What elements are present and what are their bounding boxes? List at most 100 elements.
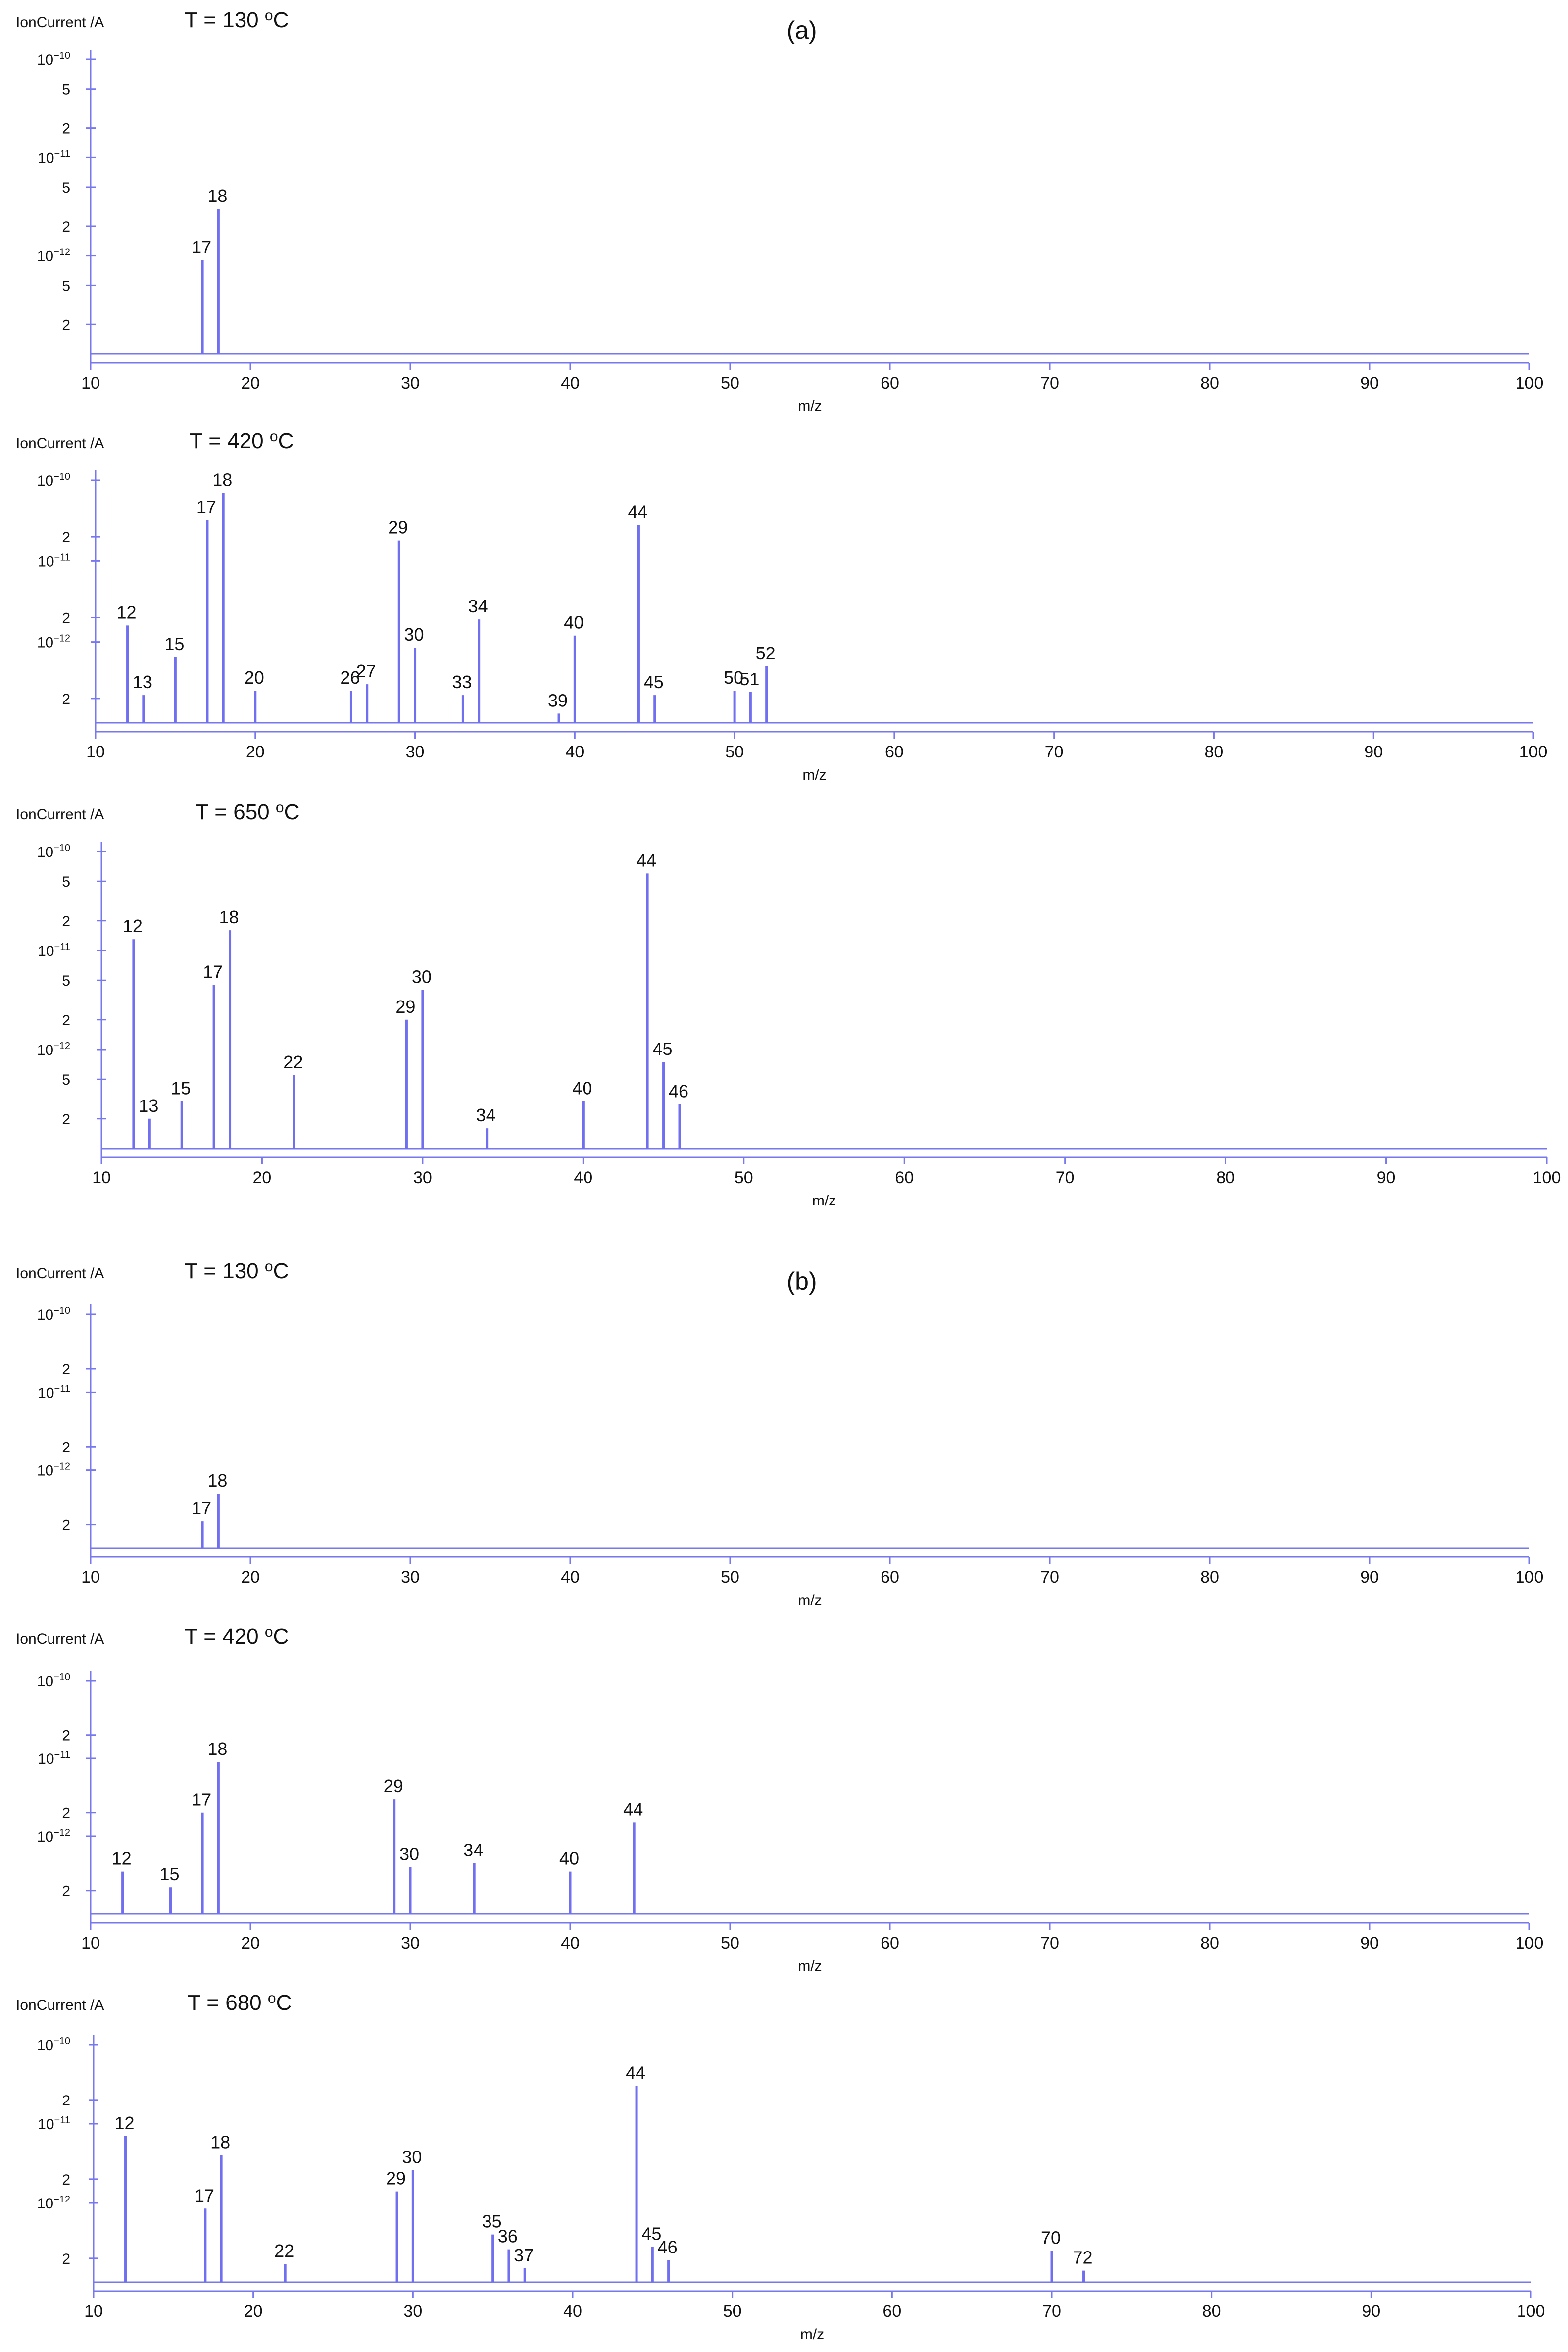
x-tick-label: 90 bbox=[1360, 1934, 1379, 1952]
y-tick-label: 10−11 bbox=[38, 2115, 70, 2133]
peak-label-22: 22 bbox=[283, 1052, 303, 1072]
peak-label-15: 15 bbox=[164, 634, 184, 654]
x-tick-label: 50 bbox=[721, 1934, 739, 1952]
y-tick-label: 10−11 bbox=[38, 1750, 70, 1767]
peak-label-26: 26 bbox=[340, 667, 360, 688]
peak-label-70: 70 bbox=[1041, 2227, 1061, 2248]
y-tick-label: 2 bbox=[62, 1805, 70, 1822]
y-tick-label: 5 bbox=[62, 180, 70, 196]
peak-label-45: 45 bbox=[653, 1039, 673, 1059]
x-tick-label: 30 bbox=[403, 2302, 422, 2321]
peak-label-18: 18 bbox=[207, 186, 227, 206]
x-tick-label: 20 bbox=[253, 1168, 272, 1187]
peak-label-18: 18 bbox=[210, 2132, 230, 2152]
peak-label-12: 12 bbox=[123, 916, 143, 936]
x-tick-label: 10 bbox=[84, 2302, 103, 2321]
x-tick-label: 100 bbox=[1517, 2302, 1545, 2321]
y-tick-label: 10−12 bbox=[37, 1827, 70, 1845]
x-tick-label: 70 bbox=[1056, 1168, 1075, 1187]
y-tick-label: 10−10 bbox=[37, 843, 70, 860]
y-tick-label: 2 bbox=[62, 1439, 70, 1455]
x-tick-label: 40 bbox=[574, 1168, 592, 1187]
peak-label-46: 46 bbox=[658, 2237, 678, 2257]
x-tick-label: 70 bbox=[1040, 1934, 1059, 1952]
x-tick-label: 20 bbox=[241, 1934, 260, 1952]
x-tick-label: 10 bbox=[81, 1568, 100, 1587]
y-tick-label: 2 bbox=[62, 691, 70, 707]
x-tick-label: 80 bbox=[1202, 2302, 1221, 2321]
x-tick-label: 30 bbox=[401, 1934, 420, 1952]
peak-label-34: 34 bbox=[468, 596, 488, 616]
x-tick-label: 20 bbox=[246, 743, 265, 761]
y-axis-label: IonCurrent /A bbox=[16, 1997, 104, 2013]
peak-label-45: 45 bbox=[641, 2223, 661, 2244]
peak-label-33: 33 bbox=[452, 672, 472, 692]
x-tick-label: 80 bbox=[1200, 1934, 1219, 1952]
x-axis-label: m/z bbox=[800, 2326, 824, 2343]
x-tick-label: 50 bbox=[721, 1568, 739, 1587]
y-tick-label: 2 bbox=[62, 1728, 70, 1744]
x-tick-label: 100 bbox=[1533, 1168, 1561, 1187]
chart-title: T = 420 oC bbox=[185, 1624, 289, 1649]
x-tick-label: 20 bbox=[241, 1568, 260, 1587]
x-tick-label: 10 bbox=[92, 1168, 111, 1187]
x-axis-label: m/z bbox=[798, 398, 822, 414]
peak-label-17: 17 bbox=[196, 497, 216, 517]
peak-label-36: 36 bbox=[498, 2226, 518, 2247]
x-tick-label: 80 bbox=[1216, 1168, 1235, 1187]
y-axis-label: IonCurrent /A bbox=[16, 1265, 104, 1282]
peak-label-45: 45 bbox=[644, 672, 664, 692]
x-tick-label: 10 bbox=[81, 1934, 100, 1952]
x-tick-label: 30 bbox=[401, 374, 420, 393]
x-tick-label: 40 bbox=[561, 1934, 580, 1952]
y-tick-label: 2 bbox=[62, 1517, 70, 1534]
y-tick-label: 10−11 bbox=[38, 942, 70, 959]
chart-title: T = 420 oC bbox=[190, 428, 294, 453]
peak-label-72: 72 bbox=[1073, 2248, 1093, 2268]
panel-label-a: (a) bbox=[786, 16, 817, 44]
panel-label-b: (b) bbox=[786, 1267, 817, 1295]
y-axis-label: IonCurrent /A bbox=[16, 14, 104, 31]
peak-label-17: 17 bbox=[203, 961, 223, 982]
y-tick-label: 10−12 bbox=[37, 247, 70, 265]
peak-label-37: 37 bbox=[514, 2245, 534, 2265]
y-tick-label: 2 bbox=[62, 2093, 70, 2109]
peak-label-17: 17 bbox=[192, 237, 211, 257]
peak-label-35: 35 bbox=[482, 2211, 502, 2232]
y-tick-label: 10−12 bbox=[37, 633, 70, 651]
y-tick-label: 2 bbox=[62, 219, 70, 235]
x-tick-label: 80 bbox=[1205, 743, 1224, 761]
peak-label-15: 15 bbox=[159, 1864, 179, 1884]
peak-label-40: 40 bbox=[559, 1849, 579, 1869]
y-tick-label: 2 bbox=[62, 1883, 70, 1900]
peak-label-29: 29 bbox=[395, 997, 415, 1017]
x-tick-label: 60 bbox=[882, 2302, 901, 2321]
peak-label-52: 52 bbox=[756, 643, 776, 663]
x-tick-label: 90 bbox=[1362, 2302, 1380, 2321]
x-tick-label: 60 bbox=[881, 1568, 899, 1587]
spectrum-chart-3: IonCurrent /A T = 650 oC 10−10 5 2 10−11 5 2 10−… bbox=[16, 800, 1561, 1209]
peak-label-29: 29 bbox=[384, 1776, 403, 1796]
peak-label-22: 22 bbox=[274, 2241, 294, 2261]
y-tick-label: 10−10 bbox=[37, 50, 70, 68]
y-tick-label: 10−10 bbox=[37, 1672, 70, 1690]
x-tick-label: 80 bbox=[1200, 1568, 1219, 1587]
peak-label-44: 44 bbox=[626, 2063, 645, 2083]
y-tick-label: 10−10 bbox=[37, 471, 70, 489]
x-tick-label: 50 bbox=[735, 1168, 753, 1187]
x-tick-label: 70 bbox=[1040, 1568, 1059, 1587]
spectrum-chart-5: IonCurrent /A T = 420 oC 10−10 2 10−11 2 10−12… bbox=[16, 1624, 1543, 1974]
peak-label-17: 17 bbox=[192, 1498, 211, 1518]
peak-label-18: 18 bbox=[219, 907, 239, 927]
y-axis-label: IonCurrent /A bbox=[16, 435, 104, 451]
chart-title: T = 130 oC bbox=[185, 7, 289, 32]
peak-label-30: 30 bbox=[404, 624, 424, 645]
x-axis-label: m/z bbox=[798, 1592, 822, 1608]
x-tick-label: 70 bbox=[1040, 374, 1059, 393]
peak-label-50: 50 bbox=[724, 667, 743, 688]
peak-label-17: 17 bbox=[195, 2185, 214, 2205]
y-tick-label: 10−11 bbox=[38, 1383, 70, 1401]
peak-label-18: 18 bbox=[207, 1739, 227, 1759]
y-tick-label: 10−11 bbox=[38, 552, 70, 570]
